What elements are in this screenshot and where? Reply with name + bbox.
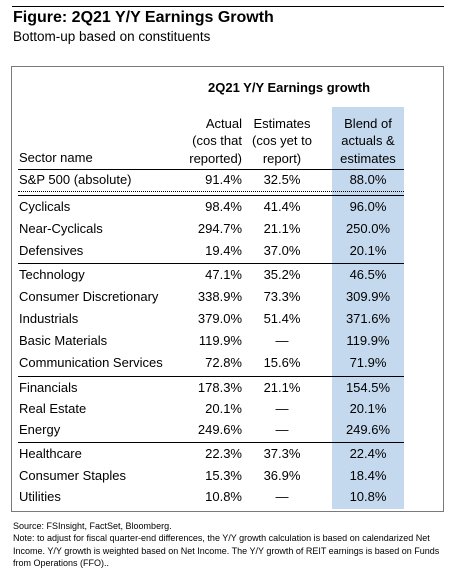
sector-name: Real Estate bbox=[19, 401, 87, 416]
row-divider bbox=[18, 191, 404, 192]
source-note: Source: FSInsight, FactSet, Bloomberg. bbox=[13, 521, 172, 531]
table-row: Industrials 379.0% 51.4% 371.6% bbox=[0, 309, 456, 329]
table-frame bbox=[11, 66, 444, 512]
actual-value: 91.4% bbox=[205, 172, 242, 187]
actual-value: 19.4% bbox=[205, 243, 242, 258]
sector-name: Financials bbox=[19, 380, 78, 395]
actual-value: 22.3% bbox=[205, 446, 242, 461]
blend-value: 309.9% bbox=[345, 289, 391, 304]
estimates-value: 21.1% bbox=[263, 221, 301, 236]
sector-name: Consumer Staples bbox=[19, 468, 126, 483]
actual-value: 15.3% bbox=[205, 468, 242, 483]
table-row: Real Estate 20.1% — 20.1% bbox=[0, 399, 456, 419]
sector-name: Consumer Discretionary bbox=[19, 289, 159, 304]
estimates-value: — bbox=[275, 401, 289, 416]
methodology-note: Note: to adjust for fiscal quarter-end d… bbox=[13, 533, 440, 568]
sector-name: Utilities bbox=[19, 489, 61, 504]
table-row: Technology 47.1% 35.2% 46.5% bbox=[0, 265, 456, 285]
sector-name: Cyclicals bbox=[19, 199, 71, 214]
header-blend: Blend of actuals & estimates bbox=[340, 116, 396, 166]
actual-value: 72.8% bbox=[205, 355, 242, 370]
actual-value: 47.1% bbox=[205, 267, 242, 282]
table-row: Consumer Discretionary 338.9% 73.3% 309.… bbox=[0, 287, 456, 307]
actual-value: 119.9% bbox=[198, 333, 242, 348]
estimates-value: 41.4% bbox=[263, 199, 301, 214]
estimates-value: — bbox=[275, 333, 289, 348]
actual-value: 178.3% bbox=[197, 380, 242, 395]
group-rule bbox=[18, 195, 404, 196]
table-row: Communication Services 72.8% 15.6% 71.9% bbox=[0, 353, 456, 373]
table-row: Near-Cyclicals 294.7% 21.1% 250.0% bbox=[0, 219, 456, 239]
header-sector: Sector name bbox=[19, 150, 93, 165]
table-row: Defensives 19.4% 37.0% 20.1% bbox=[0, 241, 456, 261]
title-rule bbox=[12, 6, 444, 7]
table-row: Basic Materials 119.9% — 119.9% bbox=[0, 331, 456, 351]
table-group-title: 2Q21 Y/Y Earnings growth bbox=[208, 80, 371, 95]
blend-value: 250.0% bbox=[345, 221, 391, 236]
table-row: Energy 249.6% — 249.6% bbox=[0, 420, 456, 440]
table-row: Healthcare 22.3% 37.3% 22.4% bbox=[0, 444, 456, 464]
actual-value: 294.7% bbox=[197, 221, 242, 236]
header-actual: Actual (cos that reported) bbox=[189, 116, 242, 166]
blend-value: 20.1% bbox=[349, 243, 387, 258]
table-row: Consumer Staples 15.3% 36.9% 18.4% bbox=[0, 466, 456, 486]
figure-title: Figure: 2Q21 Y/Y Earnings Growth bbox=[13, 9, 274, 26]
estimates-value: 51.4% bbox=[263, 311, 301, 326]
blend-value: 18.4% bbox=[349, 468, 387, 483]
estimates-value: 32.5% bbox=[263, 172, 301, 187]
blend-value: 154.5% bbox=[345, 380, 391, 395]
figure-subtitle: Bottom-up based on constituents bbox=[13, 29, 211, 44]
sector-name: Near-Cyclicals bbox=[19, 221, 103, 236]
estimates-value: 35.2% bbox=[263, 267, 301, 282]
estimates-value: 36.9% bbox=[263, 468, 301, 483]
estimates-value: 21.1% bbox=[263, 380, 301, 395]
sector-name: Communication Services bbox=[19, 355, 163, 370]
estimates-value: — bbox=[275, 422, 289, 437]
header-rule bbox=[18, 169, 404, 170]
actual-value: 98.4% bbox=[205, 199, 242, 214]
blend-value: 22.4% bbox=[349, 446, 387, 461]
blend-value: 119.9% bbox=[346, 333, 390, 348]
footnotes: Source: FSInsight, FactSet, Bloomberg. N… bbox=[13, 520, 445, 569]
blend-value: 88.0% bbox=[349, 172, 387, 187]
sector-name: Energy bbox=[19, 422, 61, 437]
group-rule bbox=[18, 442, 404, 443]
table-row: Financials 178.3% 21.1% 154.5% bbox=[0, 378, 456, 398]
table-row: S&P 500 (absolute) 91.4% 32.5% 88.0% bbox=[0, 170, 456, 190]
table-row: Utilities 10.8% — 10.8% bbox=[0, 487, 456, 507]
blend-value: 46.5% bbox=[349, 267, 387, 282]
actual-value: 249.6% bbox=[197, 422, 242, 437]
sector-name: Technology bbox=[19, 267, 85, 282]
header-estimates: Estimates (cos yet to report) bbox=[252, 116, 312, 166]
actual-value: 10.8% bbox=[205, 489, 242, 504]
sector-name: Basic Materials bbox=[19, 333, 108, 348]
group-rule bbox=[18, 376, 404, 377]
estimates-value: 15.6% bbox=[263, 355, 301, 370]
blend-value: 371.6% bbox=[345, 311, 391, 326]
sector-name: S&P 500 (absolute) bbox=[19, 172, 132, 187]
estimates-value: 37.0% bbox=[263, 243, 301, 258]
blend-value: 71.9% bbox=[349, 355, 387, 370]
group-rule bbox=[18, 263, 404, 264]
estimates-value: 73.3% bbox=[263, 289, 301, 304]
sector-name: Defensives bbox=[19, 243, 84, 258]
table-row: Cyclicals 98.4% 41.4% 96.0% bbox=[0, 197, 456, 217]
actual-value: 20.1% bbox=[205, 401, 242, 416]
blend-value: 249.6% bbox=[345, 422, 391, 437]
actual-value: 379.0% bbox=[197, 311, 242, 326]
estimates-value: — bbox=[275, 489, 289, 504]
estimates-value: 37.3% bbox=[263, 446, 301, 461]
blend-value: 10.8% bbox=[349, 489, 387, 504]
blend-value: 96.0% bbox=[349, 199, 387, 214]
sector-name: Healthcare bbox=[19, 446, 82, 461]
blend-value: 20.1% bbox=[349, 401, 387, 416]
actual-value: 338.9% bbox=[197, 289, 242, 304]
sector-name: Industrials bbox=[19, 311, 79, 326]
